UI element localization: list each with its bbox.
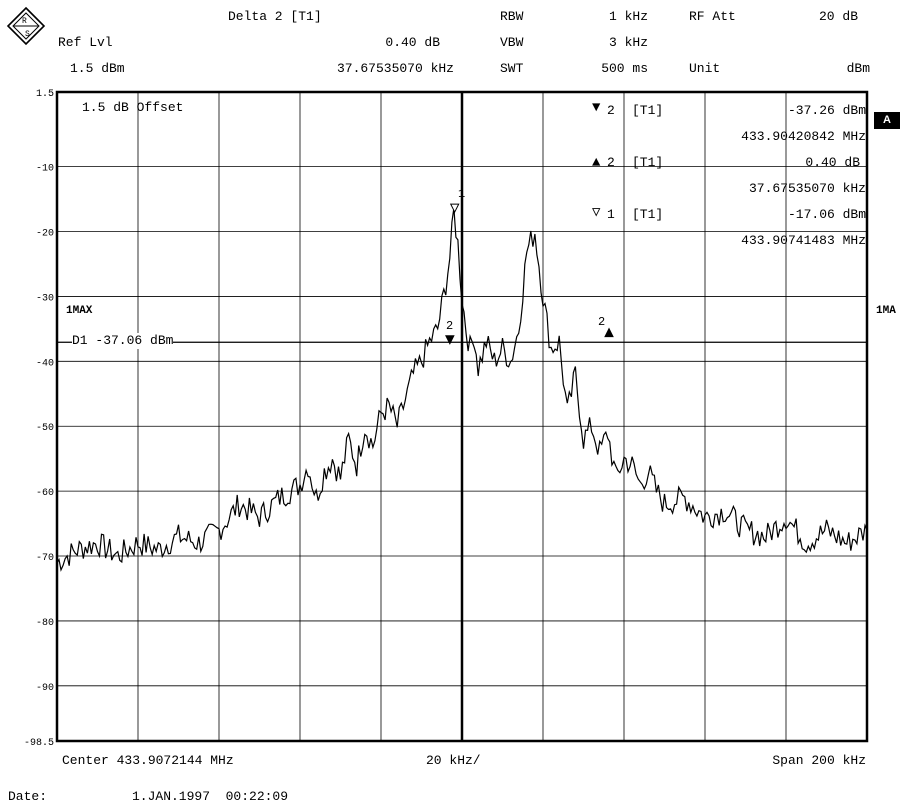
ref-lvl-label: Ref Lvl	[58, 35, 113, 50]
marker-1-symbol	[449, 203, 460, 214]
y-tick-label: -98.5	[24, 738, 54, 749]
rbw-value: 1 kHz	[608, 9, 648, 24]
rohde-schwarz-logo-icon: R S	[6, 6, 46, 46]
marker-2-symbol	[445, 335, 455, 345]
marker-2-label: 2	[446, 319, 454, 333]
marker-2-right-label: 2	[598, 315, 606, 329]
trace-label-right: 1MA	[876, 305, 896, 317]
plot-grid	[55, 90, 869, 743]
ref-lvl-value: 1.5 dBm	[70, 61, 125, 76]
delta-level: 0.40 dB	[385, 35, 440, 50]
trace-label-left: 1MAX	[66, 305, 93, 317]
marker-index: 1	[607, 207, 615, 222]
swt-label: SWT	[500, 61, 524, 76]
rbw-label: RBW	[500, 9, 524, 24]
y-tick-label: -90	[36, 683, 54, 694]
date-value: 1.JAN.1997 00:22:09	[132, 789, 289, 804]
marker-trace-tag: [T1]	[632, 155, 664, 170]
marker-index: 2	[607, 103, 615, 118]
display-line-label: D1 -37.06 dBm	[72, 333, 174, 349]
marker-trace-tag: [T1]	[632, 207, 664, 222]
y-tick-label: -30	[36, 293, 54, 304]
delta-frequency: 37.67535070 kHz	[336, 61, 454, 76]
y-tick-label: -80	[36, 618, 54, 629]
marker-symbol: ▽	[592, 205, 601, 221]
unit-label: Unit	[689, 61, 721, 76]
vbw-label: VBW	[500, 35, 524, 50]
trace-line	[56, 207, 868, 572]
marker-index: 2	[607, 155, 615, 170]
rf-att-value: 20 dB	[818, 9, 858, 24]
marker-title: Delta 2 [T1]	[228, 9, 322, 24]
unit-value: dBm	[846, 61, 870, 76]
vbw-value: 3 kHz	[608, 35, 648, 50]
marker-trace-tag: [T1]	[632, 103, 664, 118]
y-tick-label: 1.5	[36, 89, 54, 100]
marker-frequency: 433.90420842 MHz	[741, 129, 866, 144]
y-tick-label: -10	[36, 164, 54, 175]
y-tick-label: -70	[36, 553, 54, 564]
y-tick-label: -20	[36, 229, 54, 240]
svg-text:S: S	[25, 30, 30, 39]
svg-text:R: R	[22, 17, 27, 26]
marker-frequency: 433.90741483 MHz	[741, 233, 866, 248]
y-tick-label: -40	[36, 358, 54, 369]
marker-level: -37.26 dBm	[787, 103, 866, 118]
y-axis-ticks: 1.5 -10 -20 -30 -40 -50 -60 -70 -80 -90 -98.5	[24, 89, 54, 749]
marker-frequency: 37.67535070 kHz	[748, 181, 866, 196]
marker-1-label: 1	[458, 187, 466, 201]
date-label: Date:	[8, 789, 48, 804]
marker-symbols	[445, 203, 614, 345]
center-frequency: Center 433.9072144 MHz	[62, 753, 234, 768]
rf-att-label: RF Att	[689, 9, 736, 24]
offset-label: 1.5 dB Offset	[82, 100, 184, 115]
marker-symbol: ▼	[592, 100, 601, 116]
y-tick-label: -50	[36, 423, 54, 434]
swt-value: 500 ms	[601, 61, 648, 76]
side-badge: A	[874, 112, 900, 129]
marker-2-delta-symbol	[604, 327, 614, 338]
division-scale: 20 kHz/	[426, 753, 481, 768]
marker-level: -17.06 dBm	[787, 207, 866, 222]
marker-level: 0.40 dB	[805, 155, 860, 170]
span-value: Span 200 kHz	[772, 753, 866, 768]
marker-symbol: ▲	[592, 155, 601, 171]
y-tick-label: -60	[36, 488, 54, 499]
